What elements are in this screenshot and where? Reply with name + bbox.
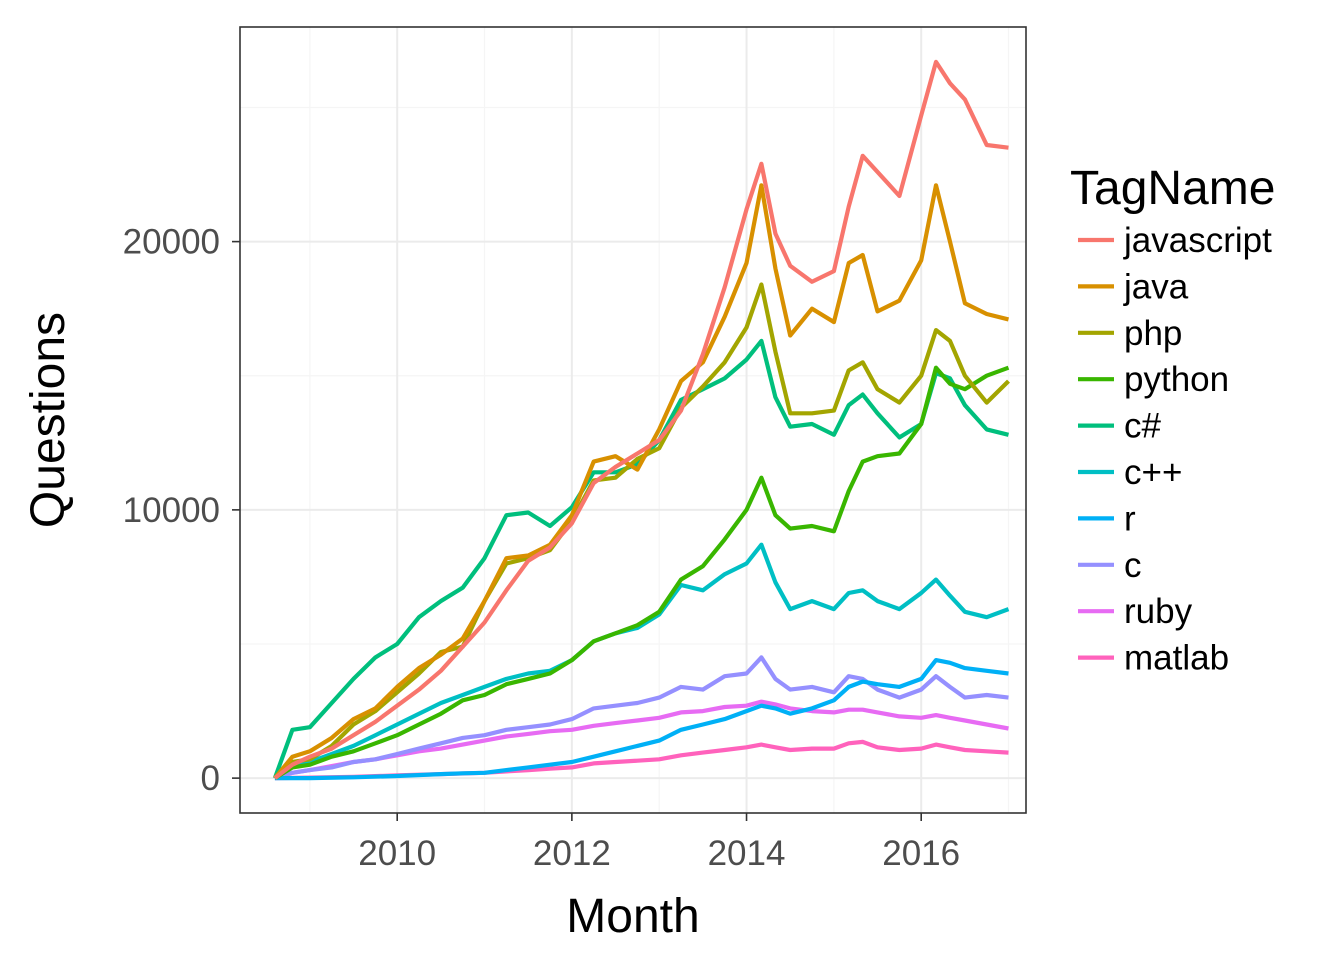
legend-item: ruby [1078,592,1193,631]
legend-label: java [1123,267,1189,306]
series-line-c++ [273,542,1010,780]
legend-label: c# [1124,407,1162,446]
legend-items: javascript java php python c# c++ rc ruby matlab [1078,221,1272,678]
legend-item: c [1078,546,1142,585]
y-axis-title: Questions [22,312,75,528]
legend: TagName javascript java php python c# c++ rc ru… [1070,162,1275,678]
legend-label: r [1124,499,1136,538]
legend-item: php [1078,314,1182,353]
x-tick-label: 2012 [533,834,611,873]
y-tick-label: 20000 [123,223,220,262]
series-line-c# [272,338,1010,779]
minor-gridlines [240,27,1026,813]
y-tick-label: 10000 [123,491,220,530]
legend-label: c++ [1124,453,1182,492]
y-axis: 0 10000 20000 [123,223,240,798]
legend-label: c [1124,546,1142,585]
legend-title: TagName [1070,162,1275,215]
legend-label: python [1124,360,1229,399]
legend-label: ruby [1124,592,1193,631]
x-axis: 2010 2012 2014 2016 [358,813,960,873]
legend-label: javascript [1123,221,1272,260]
legend-item: javascript [1078,221,1272,260]
plot-border [239,26,1027,814]
series-line-python [273,365,1010,780]
legend-item: r [1078,499,1136,538]
legend-item: c++ [1078,453,1182,492]
legend-label: matlab [1124,639,1229,678]
x-tick-label: 2014 [708,834,786,873]
series-line-javascript [273,59,1009,780]
legend-item: python [1078,360,1229,399]
series-lines [272,59,1010,781]
series-line-java [273,183,1010,780]
plot-area [239,26,1027,814]
x-tick-label: 2010 [358,834,436,873]
x-axis-title: Month [566,890,699,943]
y-tick-label: 0 [201,759,220,798]
plot-background [240,27,1026,813]
legend-item: matlab [1078,639,1229,678]
x-tick-label: 2016 [882,834,960,873]
series-line-c [274,655,1009,781]
legend-label: php [1124,314,1182,353]
legend-item: java [1078,267,1189,306]
series-line-r [274,658,1009,781]
legend-item: c# [1078,407,1162,446]
